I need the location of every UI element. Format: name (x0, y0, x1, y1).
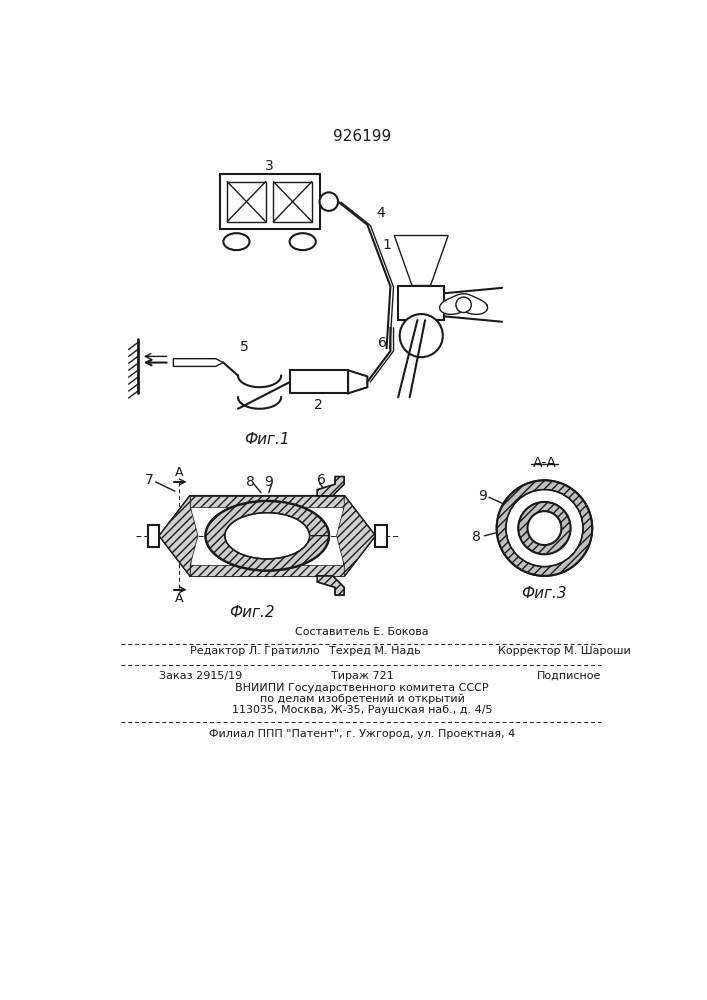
Text: А-А: А-А (532, 456, 556, 470)
Ellipse shape (223, 233, 250, 250)
Polygon shape (440, 294, 488, 314)
Text: 6: 6 (317, 473, 326, 487)
Text: по делам изобретений и открытий: по делам изобретений и открытий (259, 694, 464, 704)
Circle shape (456, 297, 472, 312)
Wedge shape (497, 480, 592, 576)
Text: Заказ 2915/19: Заказ 2915/19 (160, 671, 243, 681)
Circle shape (527, 511, 561, 545)
Bar (190, 565, 344, 576)
Bar (190, 496, 344, 576)
Text: Тираж 721: Тираж 721 (331, 671, 393, 681)
Polygon shape (160, 496, 190, 576)
Circle shape (506, 490, 583, 567)
Text: 9: 9 (264, 475, 273, 489)
Text: Филиал ППП "Патент", г. Ужгород, ул. Проектная, 4: Филиал ППП "Патент", г. Ужгород, ул. Про… (209, 729, 515, 739)
Ellipse shape (225, 513, 310, 559)
Bar (190, 496, 344, 507)
Text: 113035, Москва, Ж-35, Раушская наб., д. 4/5: 113035, Москва, Ж-35, Раушская наб., д. … (232, 705, 492, 715)
Polygon shape (395, 235, 448, 286)
Polygon shape (160, 496, 198, 576)
Ellipse shape (206, 501, 329, 570)
Bar (274, 182, 312, 222)
Text: 9: 9 (479, 489, 487, 503)
Text: 6: 6 (378, 336, 387, 350)
Circle shape (320, 192, 338, 211)
Text: Фиг.3: Фиг.3 (522, 586, 567, 601)
Polygon shape (317, 477, 344, 496)
Bar (227, 182, 266, 222)
Polygon shape (317, 576, 344, 595)
Text: 5: 5 (240, 340, 249, 354)
Text: Фиг.2: Фиг.2 (229, 605, 274, 620)
Text: Составитель Е. Бокова: Составитель Е. Бокова (295, 627, 428, 637)
Text: 926199: 926199 (333, 129, 391, 144)
Text: Редактор Л. Гратилло: Редактор Л. Гратилло (190, 646, 320, 656)
Bar (291, 370, 348, 393)
Bar (219, 174, 320, 229)
Text: Подписное: Подписное (537, 671, 601, 681)
Text: А: А (175, 592, 183, 605)
Text: 1: 1 (382, 238, 391, 252)
Text: Техред М. Надь: Техред М. Надь (329, 646, 421, 656)
Bar (398, 286, 444, 320)
Bar (375, 525, 387, 547)
Wedge shape (518, 502, 571, 554)
Text: А: А (175, 466, 183, 479)
Text: Корректор М. Шароши: Корректор М. Шароши (498, 646, 631, 656)
Text: 7: 7 (144, 473, 153, 487)
Polygon shape (344, 496, 375, 576)
Text: 2: 2 (315, 398, 323, 412)
Polygon shape (348, 370, 368, 393)
Polygon shape (206, 501, 329, 570)
Ellipse shape (290, 233, 316, 250)
Polygon shape (173, 359, 223, 366)
Text: 4: 4 (377, 206, 385, 220)
Circle shape (399, 314, 443, 357)
Circle shape (497, 480, 592, 576)
Text: 8: 8 (246, 475, 255, 489)
Text: 3: 3 (265, 159, 274, 173)
Polygon shape (337, 496, 375, 576)
Text: 8: 8 (472, 530, 481, 544)
Text: ВНИИПИ Государственного комитета СССР: ВНИИПИ Государственного комитета СССР (235, 683, 489, 693)
Bar (148, 525, 160, 547)
Text: Фиг.1: Фиг.1 (245, 432, 290, 447)
